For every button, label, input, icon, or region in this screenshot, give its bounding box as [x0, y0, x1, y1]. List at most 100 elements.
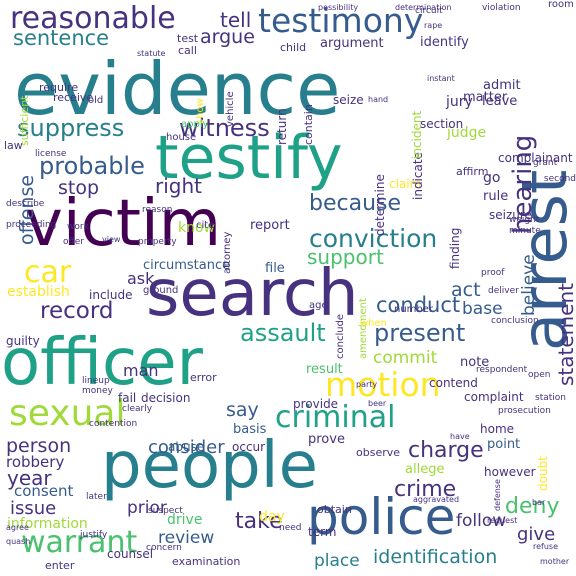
word: commit: [373, 348, 438, 368]
word: child: [280, 41, 307, 54]
word: when: [360, 318, 388, 329]
word: matter: [463, 90, 508, 105]
word: reasonable: [10, 1, 176, 36]
word: conduct: [376, 293, 461, 317]
word: search: [146, 257, 359, 331]
word: leave: [482, 94, 518, 109]
word: rule: [483, 189, 509, 204]
word: tell: [220, 8, 252, 32]
word: concern: [146, 543, 182, 553]
word: admit: [483, 78, 521, 93]
word: judge: [447, 125, 487, 141]
word: abuse: [168, 440, 205, 454]
word: conviction: [309, 224, 438, 253]
word: describe: [6, 199, 45, 209]
word: provide: [293, 397, 339, 411]
word: test: [177, 32, 199, 45]
word: enter: [45, 559, 75, 572]
word: year: [7, 466, 52, 490]
word: minute: [509, 226, 541, 236]
word: reason: [142, 205, 173, 215]
word: justify: [80, 530, 108, 540]
word: contain: [302, 104, 315, 145]
word: know: [178, 220, 215, 236]
word: note: [460, 355, 490, 370]
word: people: [101, 429, 318, 503]
word: assault: [240, 319, 326, 347]
word: prove: [308, 432, 345, 447]
word: follow: [456, 511, 507, 531]
word: charge: [408, 438, 484, 463]
word: probable: [39, 152, 145, 180]
word: request: [487, 516, 518, 525]
word: allege: [405, 462, 445, 477]
word: establish: [7, 284, 70, 300]
word: conclusion: [491, 316, 539, 326]
word: deny: [505, 494, 560, 519]
word: suppress: [17, 114, 125, 142]
word: view: [102, 235, 121, 244]
word: license: [35, 149, 67, 159]
word: place: [314, 551, 360, 571]
word: cite: [196, 220, 215, 231]
word: mother: [540, 557, 570, 566]
word: evidence: [14, 47, 341, 131]
word: identification: [373, 546, 498, 568]
word: refuse: [533, 542, 559, 551]
word: believe: [519, 254, 539, 316]
word: error: [190, 371, 217, 384]
word: sufficient: [18, 95, 31, 146]
word: criminal: [275, 400, 396, 435]
word: offense: [16, 175, 38, 246]
word: robbery: [6, 453, 65, 471]
word: determine: [373, 174, 387, 236]
word: suspect: [148, 506, 183, 516]
word: contention: [89, 419, 138, 429]
word: offer: [63, 237, 84, 247]
word: basis: [233, 422, 267, 437]
word: present: [374, 319, 466, 347]
word: call: [178, 44, 197, 57]
word: finding: [448, 228, 462, 270]
word: fail: [118, 391, 137, 405]
word: issue: [10, 498, 57, 519]
word: witness: [179, 114, 270, 142]
word: statement: [554, 283, 576, 386]
word: observe: [356, 446, 401, 459]
word: warrant: [21, 525, 138, 560]
word: rape: [424, 21, 443, 30]
word: affirm: [456, 165, 489, 178]
word: guilty: [6, 334, 40, 348]
word: circuit: [415, 6, 443, 16]
word: argue: [200, 26, 255, 48]
word: counsel: [107, 547, 154, 561]
word: sentence: [13, 26, 110, 50]
word: car: [24, 255, 72, 290]
word: result: [306, 362, 343, 377]
word: prosecution: [498, 406, 551, 416]
word: crime: [394, 477, 457, 502]
word: law: [4, 139, 23, 152]
word: grant: [533, 158, 558, 168]
word: second: [543, 174, 576, 184]
word: sexual: [9, 393, 126, 434]
word: complaint: [464, 390, 524, 404]
word: drive: [167, 512, 203, 528]
word: motion: [325, 365, 441, 404]
word: home: [480, 422, 515, 436]
word: complainant: [498, 151, 573, 165]
word: house: [166, 132, 197, 143]
word: act: [451, 279, 481, 301]
word: old: [88, 95, 104, 106]
word: open: [528, 370, 551, 380]
word: support: [307, 245, 384, 269]
word: ask: [127, 269, 155, 288]
word: later: [86, 492, 107, 502]
word: right: [155, 174, 202, 198]
word: apply: [181, 119, 209, 130]
word: defense: [493, 479, 502, 511]
word: examination: [172, 555, 241, 568]
word: clearly: [122, 404, 153, 414]
word: consider: [148, 437, 225, 458]
